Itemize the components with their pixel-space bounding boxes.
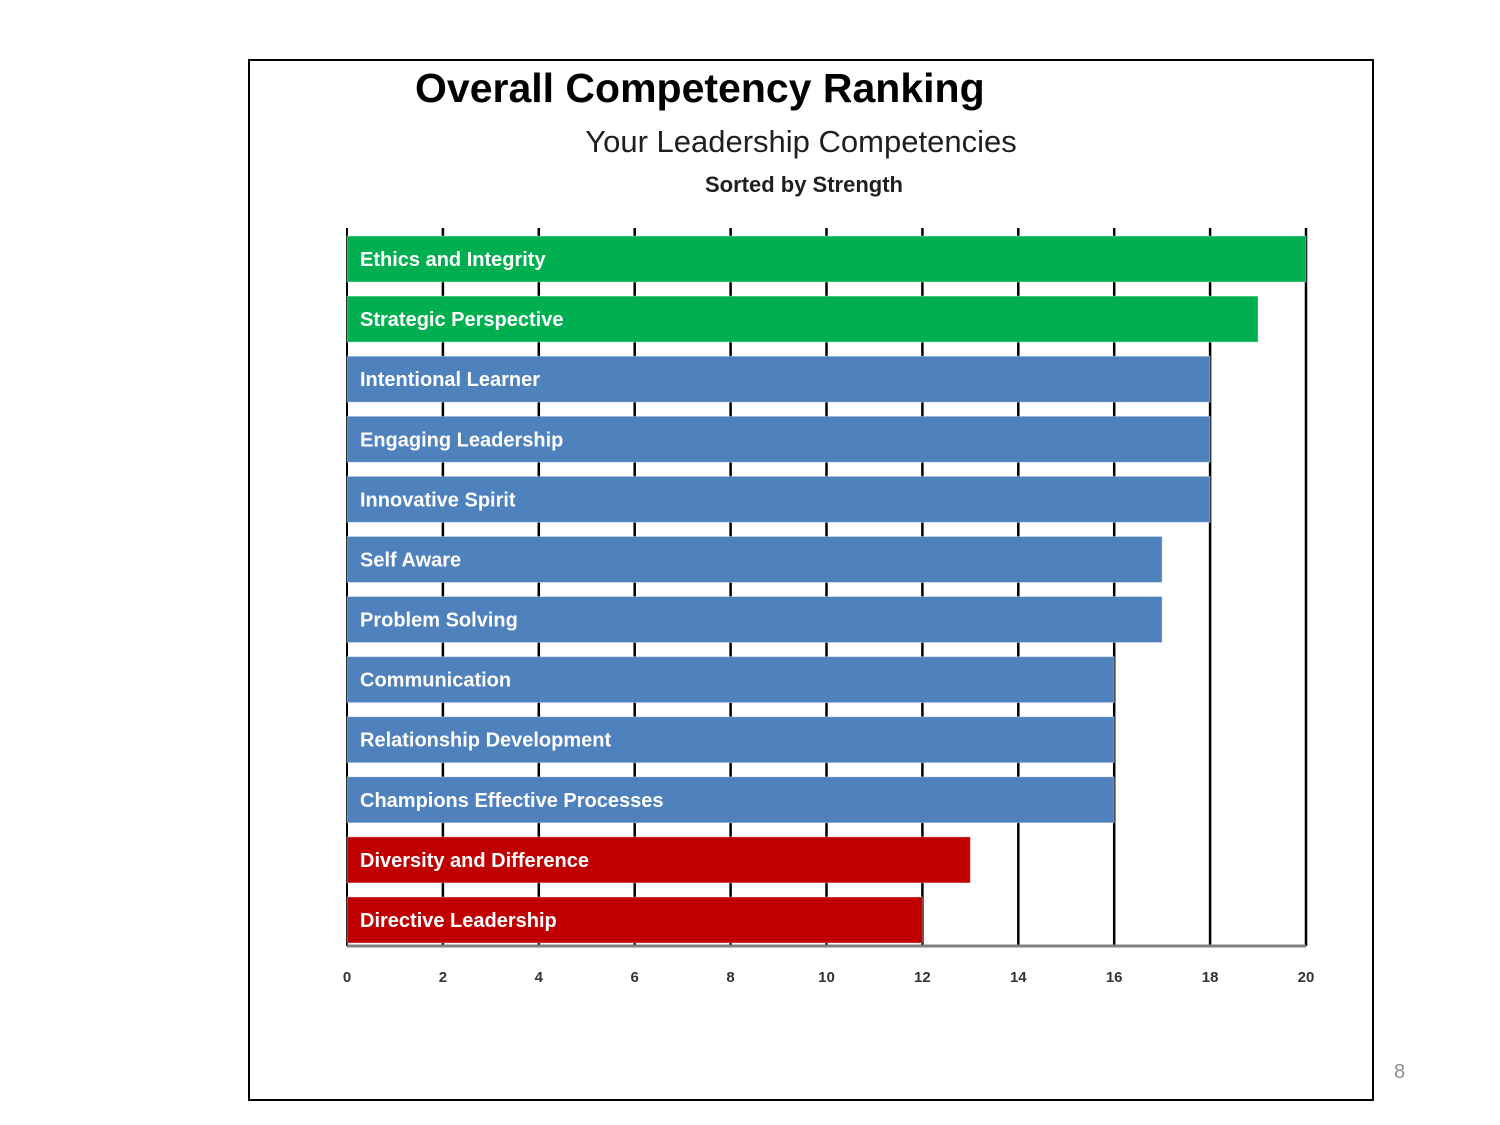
bar <box>346 656 1115 704</box>
bar-label: Problem Solving <box>360 610 518 632</box>
chart-title: Your Leadership Competencies <box>585 124 1017 159</box>
bar-label: Self Aware <box>360 549 461 571</box>
x-tick-label: 10 <box>818 969 835 986</box>
bar <box>346 896 923 944</box>
x-tick-label: 2 <box>439 969 447 986</box>
x-tick-label: 20 <box>1298 969 1315 986</box>
bar-label: Champions Effective Processes <box>360 790 663 812</box>
bar-label: Ethics and Integrity <box>360 249 546 271</box>
bar-label: Directive Leadership <box>360 910 557 932</box>
slide-title: Overall Competency Ranking <box>415 65 985 111</box>
slide-frame <box>248 59 1374 1101</box>
bar <box>346 776 1115 824</box>
bar-label: Innovative Spirit <box>360 489 516 511</box>
x-tick-label: 14 <box>1010 969 1027 986</box>
x-tick-label: 8 <box>726 969 734 986</box>
x-tick-label: 18 <box>1202 969 1219 986</box>
bar-label: Diversity and Difference <box>360 850 589 872</box>
bar <box>346 355 1211 403</box>
x-tick-label: 4 <box>535 969 544 986</box>
bar <box>346 596 1163 644</box>
page-number: 8 <box>1394 1061 1406 1083</box>
bar-label: Engaging Leadership <box>360 429 563 451</box>
bar <box>346 716 1115 764</box>
bar <box>346 415 1211 463</box>
x-tick-label: 0 <box>343 969 351 986</box>
x-tick-label: 12 <box>914 969 931 986</box>
bar <box>346 295 1259 343</box>
x-tick-label: 6 <box>631 969 639 986</box>
bar-label: Strategic Perspective <box>360 309 563 331</box>
bar <box>346 836 971 884</box>
bar <box>346 235 1307 283</box>
bar-label: Communication <box>360 670 511 692</box>
bar-label: Relationship Development <box>360 730 611 752</box>
bar <box>346 535 1163 583</box>
bar <box>346 475 1211 523</box>
bar-label: Intentional Learner <box>360 369 540 391</box>
x-tick-label: 16 <box>1106 969 1123 986</box>
chart-subtitle: Sorted by Strength <box>704 172 903 197</box>
